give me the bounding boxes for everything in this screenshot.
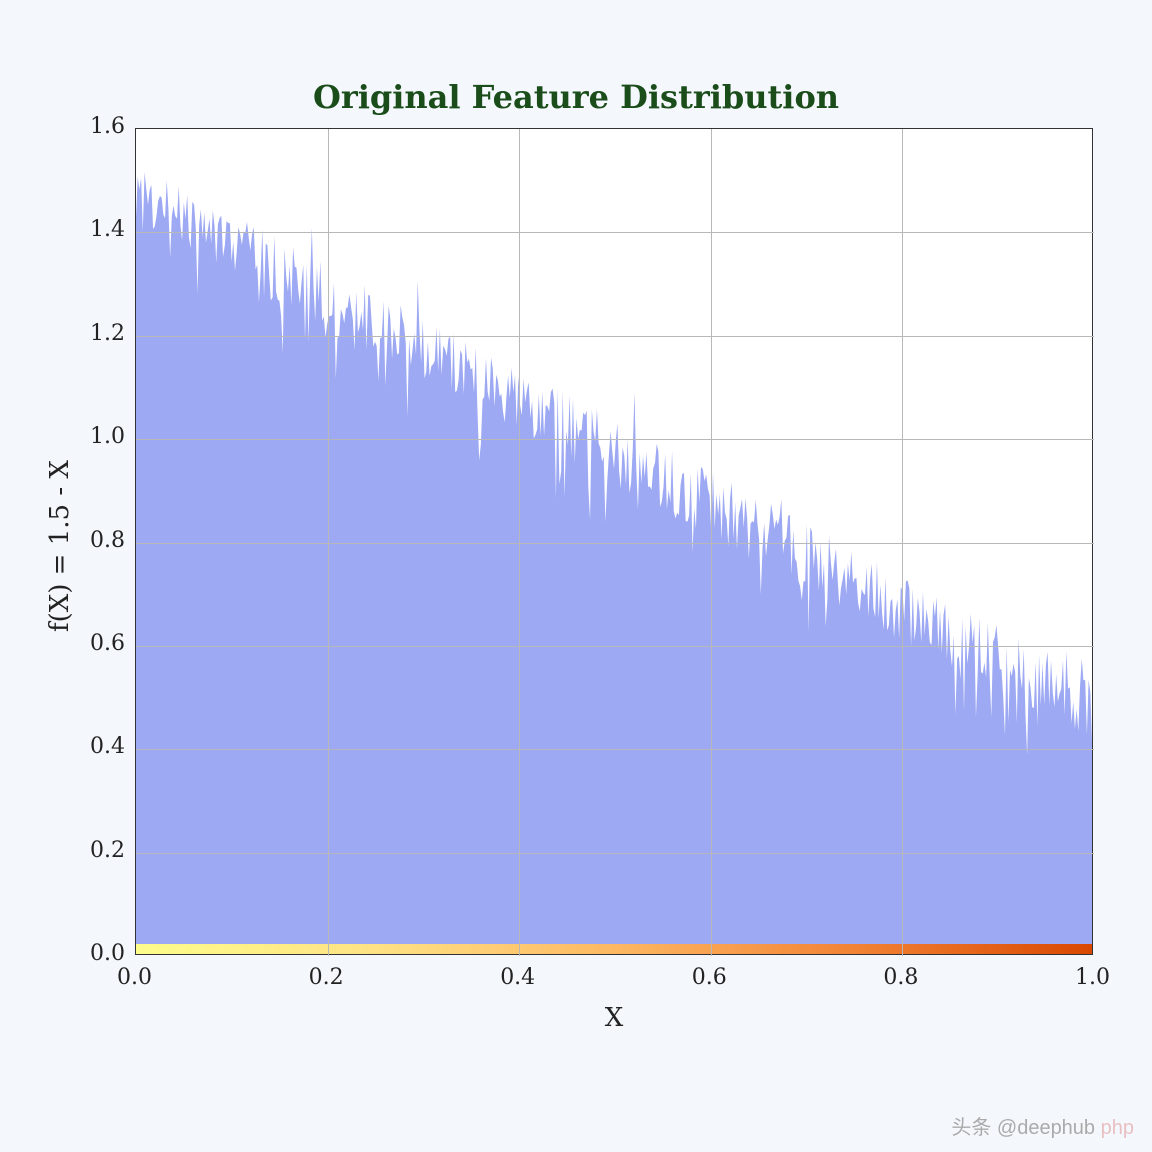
xtick-label: 0.8 [883,965,918,990]
ytick-label: 1.0 [90,424,125,449]
grid-h [136,853,1094,854]
chart-svg [136,129,1092,954]
xtick-label: 0.4 [500,965,535,990]
ytick-label: 0.4 [90,734,125,759]
y-axis-label: f(X) = 1.5 - X [45,460,75,632]
grid-h [136,543,1094,544]
xtick-label: 0.6 [692,965,727,990]
watermark-logo-icon: php [1101,1117,1134,1139]
plot-area [135,128,1093,955]
ytick-label: 0.8 [90,528,125,553]
xtick-label: 1.0 [1075,965,1110,990]
chart-title: Original Feature Distribution [0,78,1152,116]
ytick-label: 0.0 [90,941,125,966]
x-axis-label: X [135,1003,1093,1033]
xtick-label: 0.2 [309,965,344,990]
grid-h [136,439,1094,440]
grid-h [136,232,1094,233]
ytick-label: 1.6 [90,114,125,139]
grid-h [136,749,1094,750]
xtick-label: 0.0 [117,965,152,990]
ytick-label: 0.6 [90,631,125,656]
ytick-label: 1.4 [90,217,125,242]
figure: Original Feature Distribution f(X) = 1.5… [0,0,1152,1152]
grid-h [136,336,1094,337]
watermark: 头条 @deephub php [951,1111,1134,1140]
ytick-label: 0.2 [90,838,125,863]
distribution-area [136,172,1092,954]
grid-h [136,646,1094,647]
watermark-text: @deephub [997,1117,1095,1139]
ytick-label: 1.2 [90,321,125,346]
gradient-bar [136,944,1092,954]
watermark-prefix: 头条 [951,1117,991,1139]
